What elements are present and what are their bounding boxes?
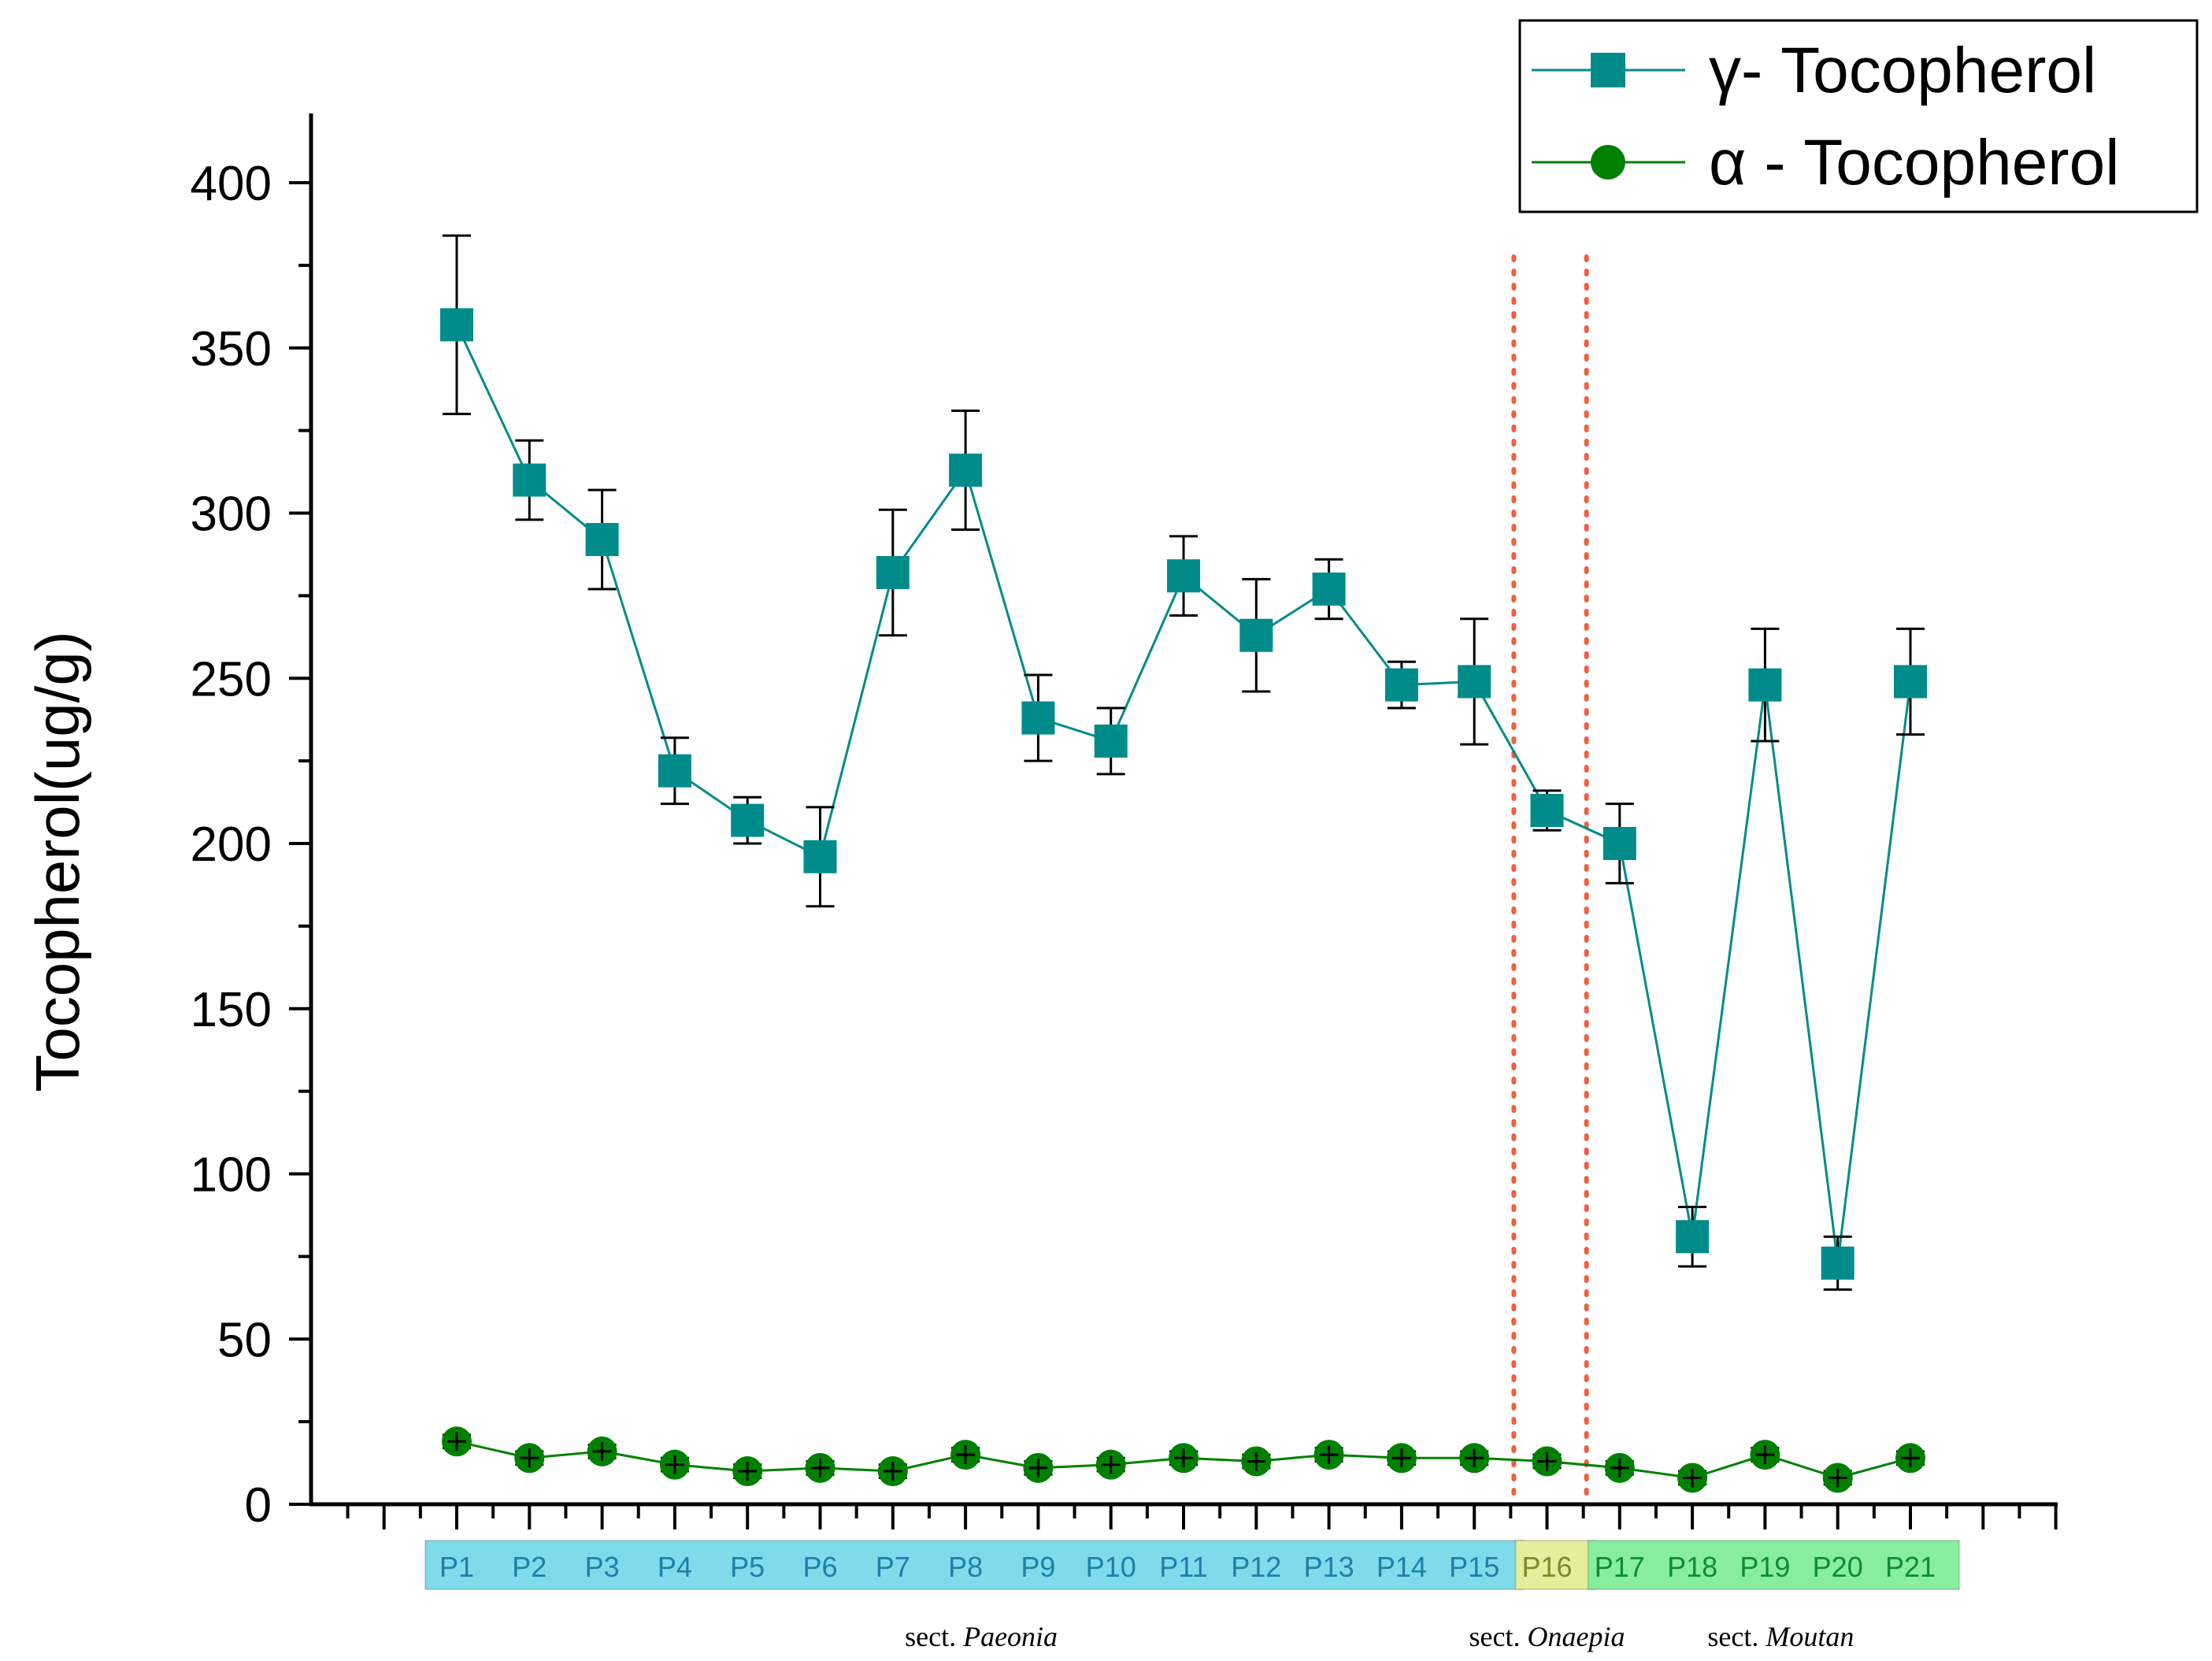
gamma-point	[440, 308, 473, 342]
x-category-label: P18	[1667, 1551, 1717, 1583]
legend-box	[1518, 19, 2199, 213]
section-label: sect. Paeonia	[905, 1621, 1058, 1652]
y-tick-label: 350	[191, 322, 272, 376]
x-category-label: P12	[1231, 1551, 1281, 1583]
x-category-label: P1	[439, 1551, 474, 1583]
x-category-label: P15	[1449, 1551, 1499, 1583]
x-category-label: P4	[658, 1551, 692, 1583]
legend-label-alpha: α - Tocopherol	[1709, 127, 2119, 198]
x-category-label: P7	[876, 1551, 910, 1583]
x-category-label: P20	[1813, 1551, 1863, 1583]
y-tick-label: 150	[191, 983, 272, 1037]
legend-marker-alpha	[1591, 145, 1625, 180]
x-category-label: P5	[730, 1551, 765, 1583]
x-category-label: P19	[1740, 1551, 1790, 1583]
axes: 0 50 100 150 200 250 300 350 400	[191, 113, 2058, 1533]
y-tick-label: 300	[191, 488, 272, 542]
section-band	[424, 1540, 1525, 1590]
legend: γ- Tocopherol α - Tocopherol	[1518, 19, 2199, 213]
gamma-point	[658, 754, 691, 788]
x-category-label: P9	[1021, 1551, 1055, 1583]
x-category-label: P8	[948, 1551, 983, 1583]
y-tick-label: 50	[217, 1313, 272, 1367]
gamma-point	[1748, 668, 1782, 702]
gamma-point	[1676, 1220, 1710, 1254]
gamma-point	[1530, 794, 1564, 828]
gamma-point	[513, 463, 547, 497]
x-category-label: P11	[1159, 1551, 1207, 1583]
section-band	[1514, 1540, 1597, 1590]
legend-marker-gamma	[1591, 53, 1625, 87]
gamma-point	[1602, 827, 1636, 860]
gamma-point	[1894, 665, 1927, 699]
gamma-point	[1167, 559, 1200, 593]
y-tick-label: 0	[245, 1478, 272, 1533]
x-category-label: P21	[1885, 1551, 1936, 1583]
y-tick-label: 250	[191, 652, 272, 706]
x-category-label: P16	[1521, 1551, 1572, 1583]
gamma-point	[876, 556, 910, 590]
x-category-label: P10	[1086, 1551, 1136, 1583]
gamma-point	[1821, 1246, 1854, 1280]
data-series	[440, 234, 1927, 1493]
legend-label-gamma: γ- Tocopherol	[1709, 35, 2096, 106]
gamma-point	[803, 840, 837, 873]
gamma-point	[585, 523, 619, 557]
section-label: sect. Onaepia	[1469, 1621, 1625, 1652]
x-category-label: P14	[1376, 1551, 1427, 1583]
x-category-label: P17	[1595, 1551, 1645, 1583]
gamma-point	[1094, 724, 1128, 758]
x-category-label: P13	[1304, 1551, 1354, 1583]
x-category-label: P2	[512, 1551, 547, 1583]
gamma-point	[1312, 572, 1346, 606]
section-label: sect. Moutan	[1707, 1621, 1854, 1652]
y-tick-label: 200	[191, 818, 272, 872]
gamma-point	[1384, 668, 1418, 702]
gamma-point	[731, 803, 765, 837]
x-category-label: P6	[802, 1551, 837, 1583]
section-dividers	[1511, 254, 1589, 1507]
section-bands: P1 P2 P3 P4 P5 P6 P7 P8 P9 P10 P11 P12 P13 P14 P15 sect…	[424, 1540, 1961, 1652]
y-tick-label: 100	[191, 1148, 272, 1203]
x-category-label: P3	[585, 1551, 620, 1583]
y-tick-label: 400	[191, 157, 272, 211]
gamma-point	[1239, 618, 1273, 652]
y-axis-label: Tocopherol(ug/g)	[23, 631, 92, 1092]
gamma-point	[1021, 701, 1055, 735]
gamma-point	[1458, 665, 1491, 699]
gamma-point	[949, 453, 983, 487]
section-band	[1587, 1540, 1961, 1590]
